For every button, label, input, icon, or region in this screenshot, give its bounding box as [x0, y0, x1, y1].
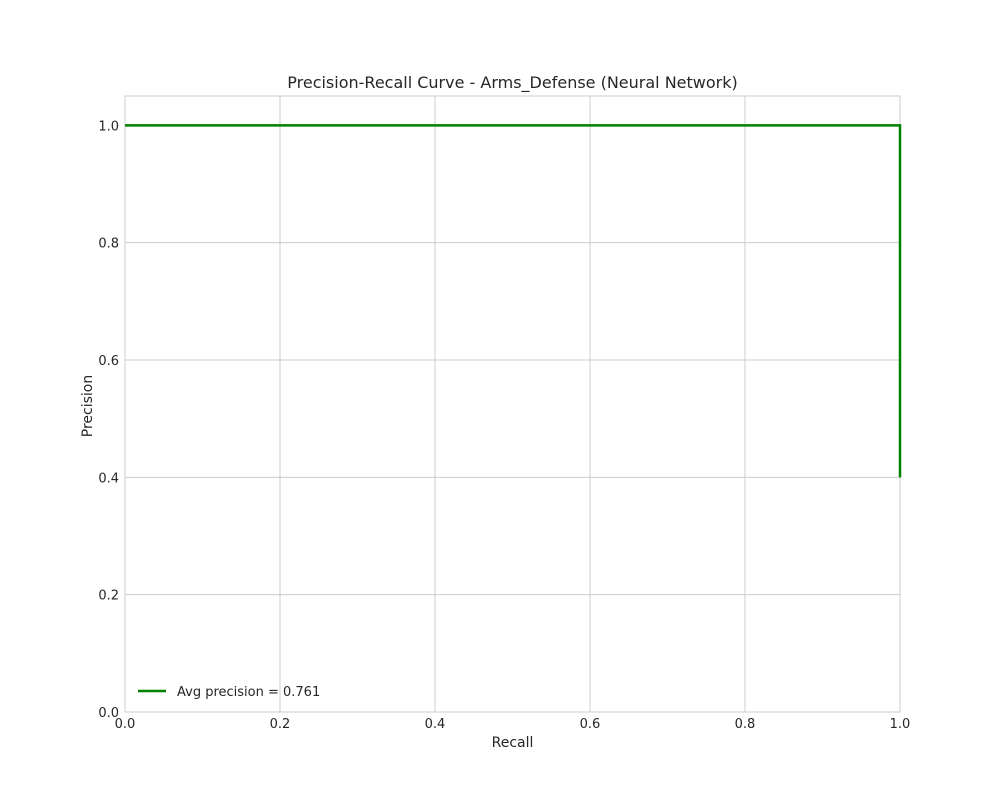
y-tick-label: 0.4 [98, 471, 119, 486]
y-axis-ticks: 0.0 0.2 0.4 0.6 0.8 1.0 [98, 119, 119, 721]
series-layer [125, 124, 902, 478]
series-line [125, 124, 902, 478]
x-tick-label: 0.2 [270, 717, 291, 732]
legend-entry-label: Avg precision = 0.761 [177, 685, 320, 700]
x-tick-label: 0.0 [115, 717, 136, 732]
y-tick-label: 0.8 [98, 237, 119, 252]
y-tick-label: 0.0 [98, 706, 119, 721]
x-tick-label: 0.8 [735, 717, 756, 732]
legend: Avg precision = 0.761 [138, 685, 320, 700]
x-axis-ticks: 0.0 0.2 0.4 0.6 0.8 1.0 [115, 717, 911, 732]
x-axis-label: Recall [492, 735, 534, 751]
x-tick-label: 0.6 [580, 717, 601, 732]
x-tick-label: 0.4 [425, 717, 446, 732]
chart-title: Precision-Recall Curve - Arms_Defense (N… [287, 73, 738, 93]
y-tick-label: 1.0 [98, 119, 119, 134]
y-tick-label: 0.6 [98, 354, 119, 369]
x-tick-label: 1.0 [890, 717, 911, 732]
y-tick-label: 0.2 [98, 589, 119, 604]
y-axis-label: Precision [80, 375, 96, 437]
